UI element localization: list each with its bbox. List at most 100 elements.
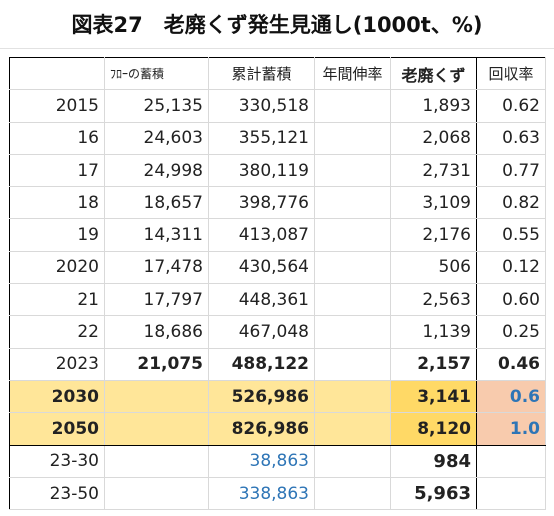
cell-cumulative-stock: 38,863 [208,444,315,478]
cell-annual-growth [314,412,391,446]
cell-cumulative-stock: 380,119 [208,153,315,188]
cell-flow-stock [104,444,209,478]
cell-annual-growth [314,153,391,188]
cell-annual-growth [314,347,391,381]
table-row: 2023 21,075 488,122 2,157 0.46 [9,347,546,381]
cell-flow-stock: 24,603 [104,121,209,155]
cell-year: 18 [9,186,105,220]
cell-recovery-rate: 0.46 [476,347,546,381]
page-title: 図表27 老廃くず発生見通し(1000t、%) [71,13,483,37]
cell-flow-stock: 21,075 [104,347,209,381]
header-cell-flow-stock: ﾌﾛｰの蓄積 [104,56,209,91]
cell-old-scrap: 3,141 [390,379,477,414]
cell-year: 22 [9,315,105,349]
table-row: 23-30 38,863 984 [9,444,546,478]
cell-old-scrap: 5,963 [390,476,477,511]
table-row: 22 18,686 467,048 1,139 0.25 [9,315,546,349]
cell-old-scrap: 1,139 [390,315,477,349]
cell-old-scrap: 2,731 [390,153,477,188]
cell-old-scrap: 1,893 [390,89,477,123]
table-row: 2030 526,986 3,141 0.6 [9,379,546,414]
cell-recovery-rate: 0.63 [476,121,546,155]
cell-year: 2023 [9,347,105,381]
waste-forecast-table: ﾌﾛｰの蓄積 累計蓄積 年間伸率 老廃くず 回収率 2015 25,135 330,… [9,56,546,511]
cell-annual-growth [314,315,391,349]
cell-year: 2020 [9,250,105,285]
table-row: 23-50 338,863 5,963 [9,476,546,511]
cell-flow-stock: 14,311 [104,218,209,252]
cell-flow-stock: 17,478 [104,250,209,285]
cell-year: 23-30 [9,444,105,478]
cell-cumulative-stock: 338,863 [208,476,315,511]
cell-old-scrap: 2,157 [390,347,477,381]
header-cell-cumulative-stock: 累計蓄積 [208,56,315,91]
table-row: 18 18,657 398,776 3,109 0.82 [9,186,546,220]
cell-old-scrap: 2,176 [390,218,477,252]
cell-annual-growth [314,250,391,285]
cell-flow-stock: 24,998 [104,153,209,188]
cell-recovery-rate [476,476,546,511]
cell-year: 19 [9,218,105,252]
table-row: 19 14,311 413,087 2,176 0.55 [9,218,546,252]
cell-recovery-rate: 0.6 [476,379,546,414]
cell-cumulative-stock: 526,986 [208,379,315,414]
cell-old-scrap: 2,068 [390,121,477,155]
cell-annual-growth [314,218,391,252]
cell-year: 21 [9,283,105,317]
cell-cumulative-stock: 488,122 [208,347,315,381]
cell-flow-stock: 25,135 [104,89,209,123]
cell-flow-stock: 18,686 [104,315,209,349]
header-cell-recovery-rate: 回収率 [476,56,546,91]
cell-flow-stock: 18,657 [104,186,209,220]
cell-annual-growth [314,379,391,414]
grid-line [0,48,554,57]
cell-cumulative-stock: 448,361 [208,283,315,317]
cell-cumulative-stock: 355,121 [208,121,315,155]
table-row: 21 17,797 448,361 2,563 0.60 [9,283,546,317]
cell-year: 2030 [9,379,105,414]
header-cell-annual-growth: 年間伸率 [314,56,391,91]
cell-annual-growth [314,121,391,155]
cell-cumulative-stock: 413,087 [208,218,315,252]
cell-recovery-rate [476,444,546,478]
cell-recovery-rate: 0.77 [476,153,546,188]
cell-flow-stock [104,412,209,446]
cell-old-scrap: 984 [390,444,477,478]
cell-old-scrap: 506 [390,250,477,285]
cell-flow-stock [104,379,209,414]
cell-year: 23-50 [9,476,105,511]
table-row: 2020 17,478 430,564 506 0.12 [9,250,546,285]
table-row: 17 24,998 380,119 2,731 0.77 [9,153,546,188]
cell-cumulative-stock: 826,986 [208,412,315,446]
cell-cumulative-stock: 330,518 [208,89,315,123]
cell-annual-growth [314,476,391,511]
header-cell-old-scrap: 老廃くず [390,56,477,91]
table-row: 2015 25,135 330,518 1,893 0.62 [9,89,546,123]
cell-annual-growth [314,444,391,478]
cell-year: 16 [9,121,105,155]
cell-cumulative-stock: 398,776 [208,186,315,220]
cell-recovery-rate: 0.12 [476,250,546,285]
cell-recovery-rate: 0.25 [476,315,546,349]
cell-recovery-rate: 0.62 [476,89,546,123]
cell-recovery-rate: 0.60 [476,283,546,317]
cell-cumulative-stock: 430,564 [208,250,315,285]
cell-recovery-rate: 0.55 [476,218,546,252]
cell-cumulative-stock: 467,048 [208,315,315,349]
cell-annual-growth [314,89,391,123]
cell-annual-growth [314,283,391,317]
cell-old-scrap: 2,563 [390,283,477,317]
cell-recovery-rate: 0.82 [476,186,546,220]
table-row: 16 24,603 355,121 2,068 0.63 [9,121,546,155]
cell-flow-stock [104,476,209,511]
table-row: 2050 826,986 8,120 1.0 [9,412,546,446]
cell-annual-growth [314,186,391,220]
cell-old-scrap: 8,120 [390,412,477,446]
cell-year: 2015 [9,89,105,123]
cell-year: 2050 [9,412,105,446]
cell-recovery-rate: 1.0 [476,412,546,446]
header-row: ﾌﾛｰの蓄積 累計蓄積 年間伸率 老廃くず 回収率 [9,56,546,91]
cell-year: 17 [9,153,105,188]
cell-old-scrap: 3,109 [390,186,477,220]
header-cell-year [9,56,105,91]
